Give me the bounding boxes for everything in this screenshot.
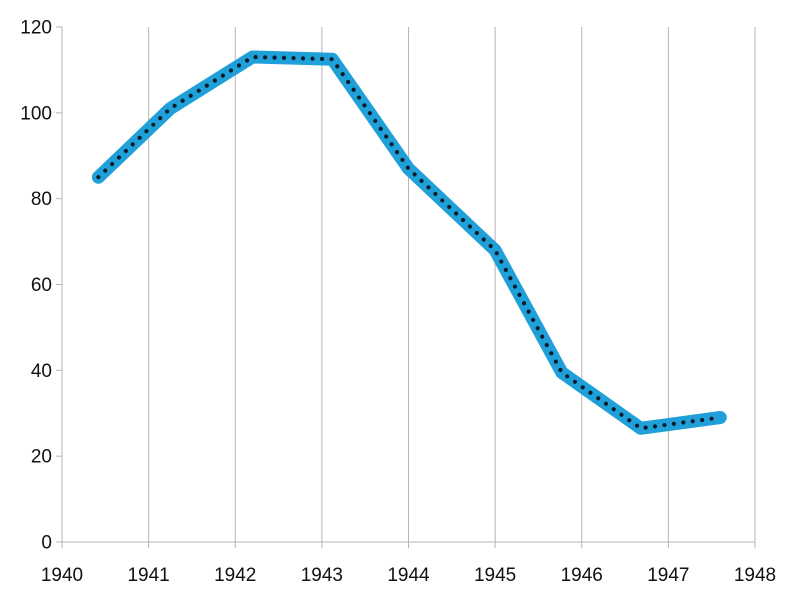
x-tick-label: 1943 xyxy=(301,565,343,586)
x-tick-label: 1942 xyxy=(214,565,256,586)
series-group xyxy=(91,50,727,435)
x-tick-label: 1946 xyxy=(561,565,603,586)
grid-lines xyxy=(148,27,756,542)
x-tick-label: 1948 xyxy=(734,565,776,586)
x-tick-label: 1945 xyxy=(474,565,516,586)
series-line xyxy=(91,50,727,435)
y-tick-label: 20 xyxy=(31,447,52,468)
y-tick-label: 80 xyxy=(31,189,52,210)
x-tick-label: 1947 xyxy=(647,565,689,586)
x-axis-ticks: 1940 1941 1942 1943 1944 1945 1946 1947 1948 xyxy=(41,542,776,586)
y-tick-label: 0 xyxy=(41,533,52,554)
y-tick-label: 40 xyxy=(31,361,52,382)
y-tick-label: 60 xyxy=(31,275,52,296)
y-tick-label: 120 xyxy=(20,18,52,39)
y-tick-label: 100 xyxy=(20,103,52,124)
series-dotted-core xyxy=(96,54,723,431)
x-tick-label: 1944 xyxy=(387,565,430,586)
x-tick-label: 1941 xyxy=(127,565,169,586)
x-tick-label: 1940 xyxy=(41,565,83,586)
y-axis-ticks: 0 20 40 60 80 100 120 xyxy=(20,18,62,554)
